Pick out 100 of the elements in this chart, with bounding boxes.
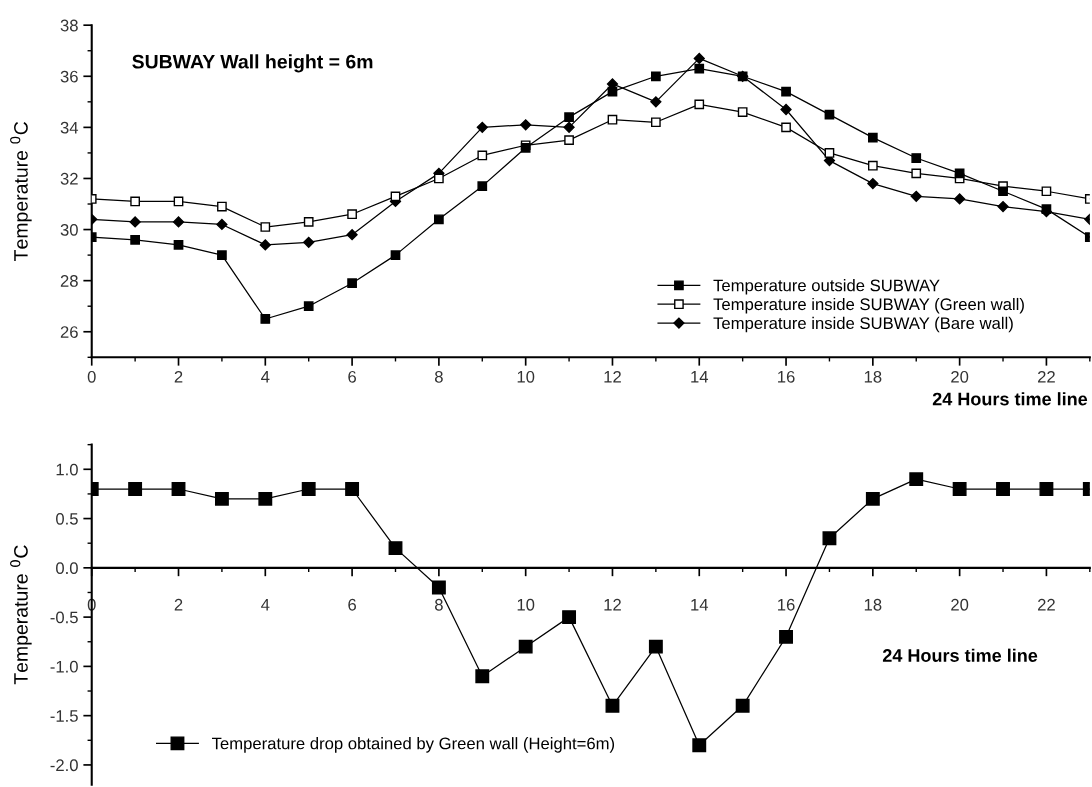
point — [345, 482, 360, 496]
y-tick-label: 0.5 — [56, 512, 78, 525]
point — [172, 216, 185, 228]
point — [651, 117, 661, 128]
point — [303, 217, 314, 227]
y-tick-label: 1.0 — [56, 463, 78, 476]
legend-label: Temperature inside SUBWAY (Green wall) — [713, 297, 1024, 314]
legend-label: Temperature outside SUBWAY — [713, 279, 940, 295]
x-axis-title: 24 Hours time line — [932, 392, 1088, 406]
x-tick-label: 14 — [691, 371, 709, 383]
point — [952, 482, 967, 496]
point — [867, 132, 878, 143]
x-tick-label: 10 — [517, 598, 535, 611]
point — [694, 99, 705, 110]
point — [346, 229, 358, 241]
point — [1041, 204, 1052, 214]
point — [434, 173, 444, 184]
point — [563, 121, 575, 133]
point — [605, 698, 620, 713]
point — [954, 193, 966, 205]
point — [607, 114, 618, 125]
x-tick-label: 18 — [864, 598, 882, 611]
point — [518, 639, 533, 654]
point — [347, 209, 357, 220]
x-tick-label: 2 — [174, 598, 183, 611]
point — [477, 150, 488, 161]
x-tick-label: 16 — [778, 598, 795, 611]
point — [214, 491, 229, 506]
point — [737, 71, 748, 82]
point — [477, 181, 488, 191]
y-tick-label: 0.0 — [56, 562, 78, 575]
point — [694, 63, 705, 74]
point — [909, 472, 924, 487]
point — [648, 639, 663, 654]
x-tick-label: 12 — [604, 598, 621, 611]
text: SUBWAY Wall height = 6m — [132, 54, 373, 73]
point — [130, 234, 140, 245]
point — [651, 71, 661, 82]
point — [217, 201, 227, 212]
point — [781, 86, 791, 97]
point — [128, 482, 143, 496]
y-tick-label: -1.0 — [50, 660, 78, 673]
point — [260, 222, 271, 232]
point — [260, 314, 271, 324]
x-tick-label: 12 — [604, 370, 621, 383]
point — [217, 250, 227, 260]
point — [650, 96, 662, 108]
point — [259, 239, 271, 251]
y-tick-label: 32 — [60, 172, 78, 185]
point — [129, 216, 141, 228]
point — [1039, 482, 1054, 496]
point — [347, 278, 357, 289]
x-tick-label: 8 — [434, 598, 443, 611]
point — [867, 160, 878, 171]
point — [564, 112, 574, 123]
point — [388, 541, 403, 556]
point — [475, 669, 490, 684]
point — [737, 107, 748, 117]
x-tick-label: 20 — [951, 598, 969, 611]
legend-label: Temperature inside SUBWAY (Bare wall) — [713, 316, 1013, 333]
y-tick-label: 30 — [60, 223, 78, 236]
x-tick-label: 10 — [517, 370, 535, 383]
y-tick-label: 28 — [60, 275, 78, 287]
point — [171, 482, 186, 496]
legend-label: Temperature drop obtained by Green wall (Height=6m) — [212, 737, 615, 753]
x-tick-label: 18 — [864, 370, 882, 383]
point — [781, 122, 791, 133]
point — [996, 482, 1010, 496]
point — [735, 698, 750, 713]
point — [258, 491, 273, 506]
y-tick-label: -2.0 — [50, 759, 78, 772]
x-tick-label: 8 — [434, 370, 443, 383]
y-tick-label: -0.5 — [50, 611, 78, 624]
x-tick-label: 16 — [778, 370, 795, 383]
point — [301, 482, 316, 496]
point — [303, 301, 314, 312]
y-tick-label: 38 — [60, 19, 78, 32]
x-tick-label: 22 — [1037, 370, 1055, 383]
y-axis-title: Temperature $^{0}$C — [10, 121, 32, 261]
x-tick-label: 2 — [174, 370, 183, 383]
point — [564, 135, 574, 146]
point — [130, 196, 140, 207]
x-tick-label: 0 — [87, 370, 96, 383]
point — [1041, 186, 1052, 197]
point — [954, 168, 965, 179]
x-tick-label: 20 — [951, 370, 969, 383]
point — [780, 103, 792, 116]
point — [431, 580, 446, 595]
x-tick-label: 4 — [261, 599, 270, 611]
point — [562, 610, 577, 625]
point — [390, 250, 401, 260]
x-tick-label: 14 — [691, 599, 709, 611]
x-tick-label: 6 — [348, 370, 356, 383]
point — [693, 52, 705, 65]
x-tick-label: 22 — [1037, 598, 1055, 611]
point — [434, 214, 444, 225]
point — [476, 121, 488, 133]
point — [390, 191, 401, 202]
y-tick-label: 36 — [60, 70, 78, 83]
y-axis-title: Temperature $^{0}$C — [10, 545, 32, 685]
